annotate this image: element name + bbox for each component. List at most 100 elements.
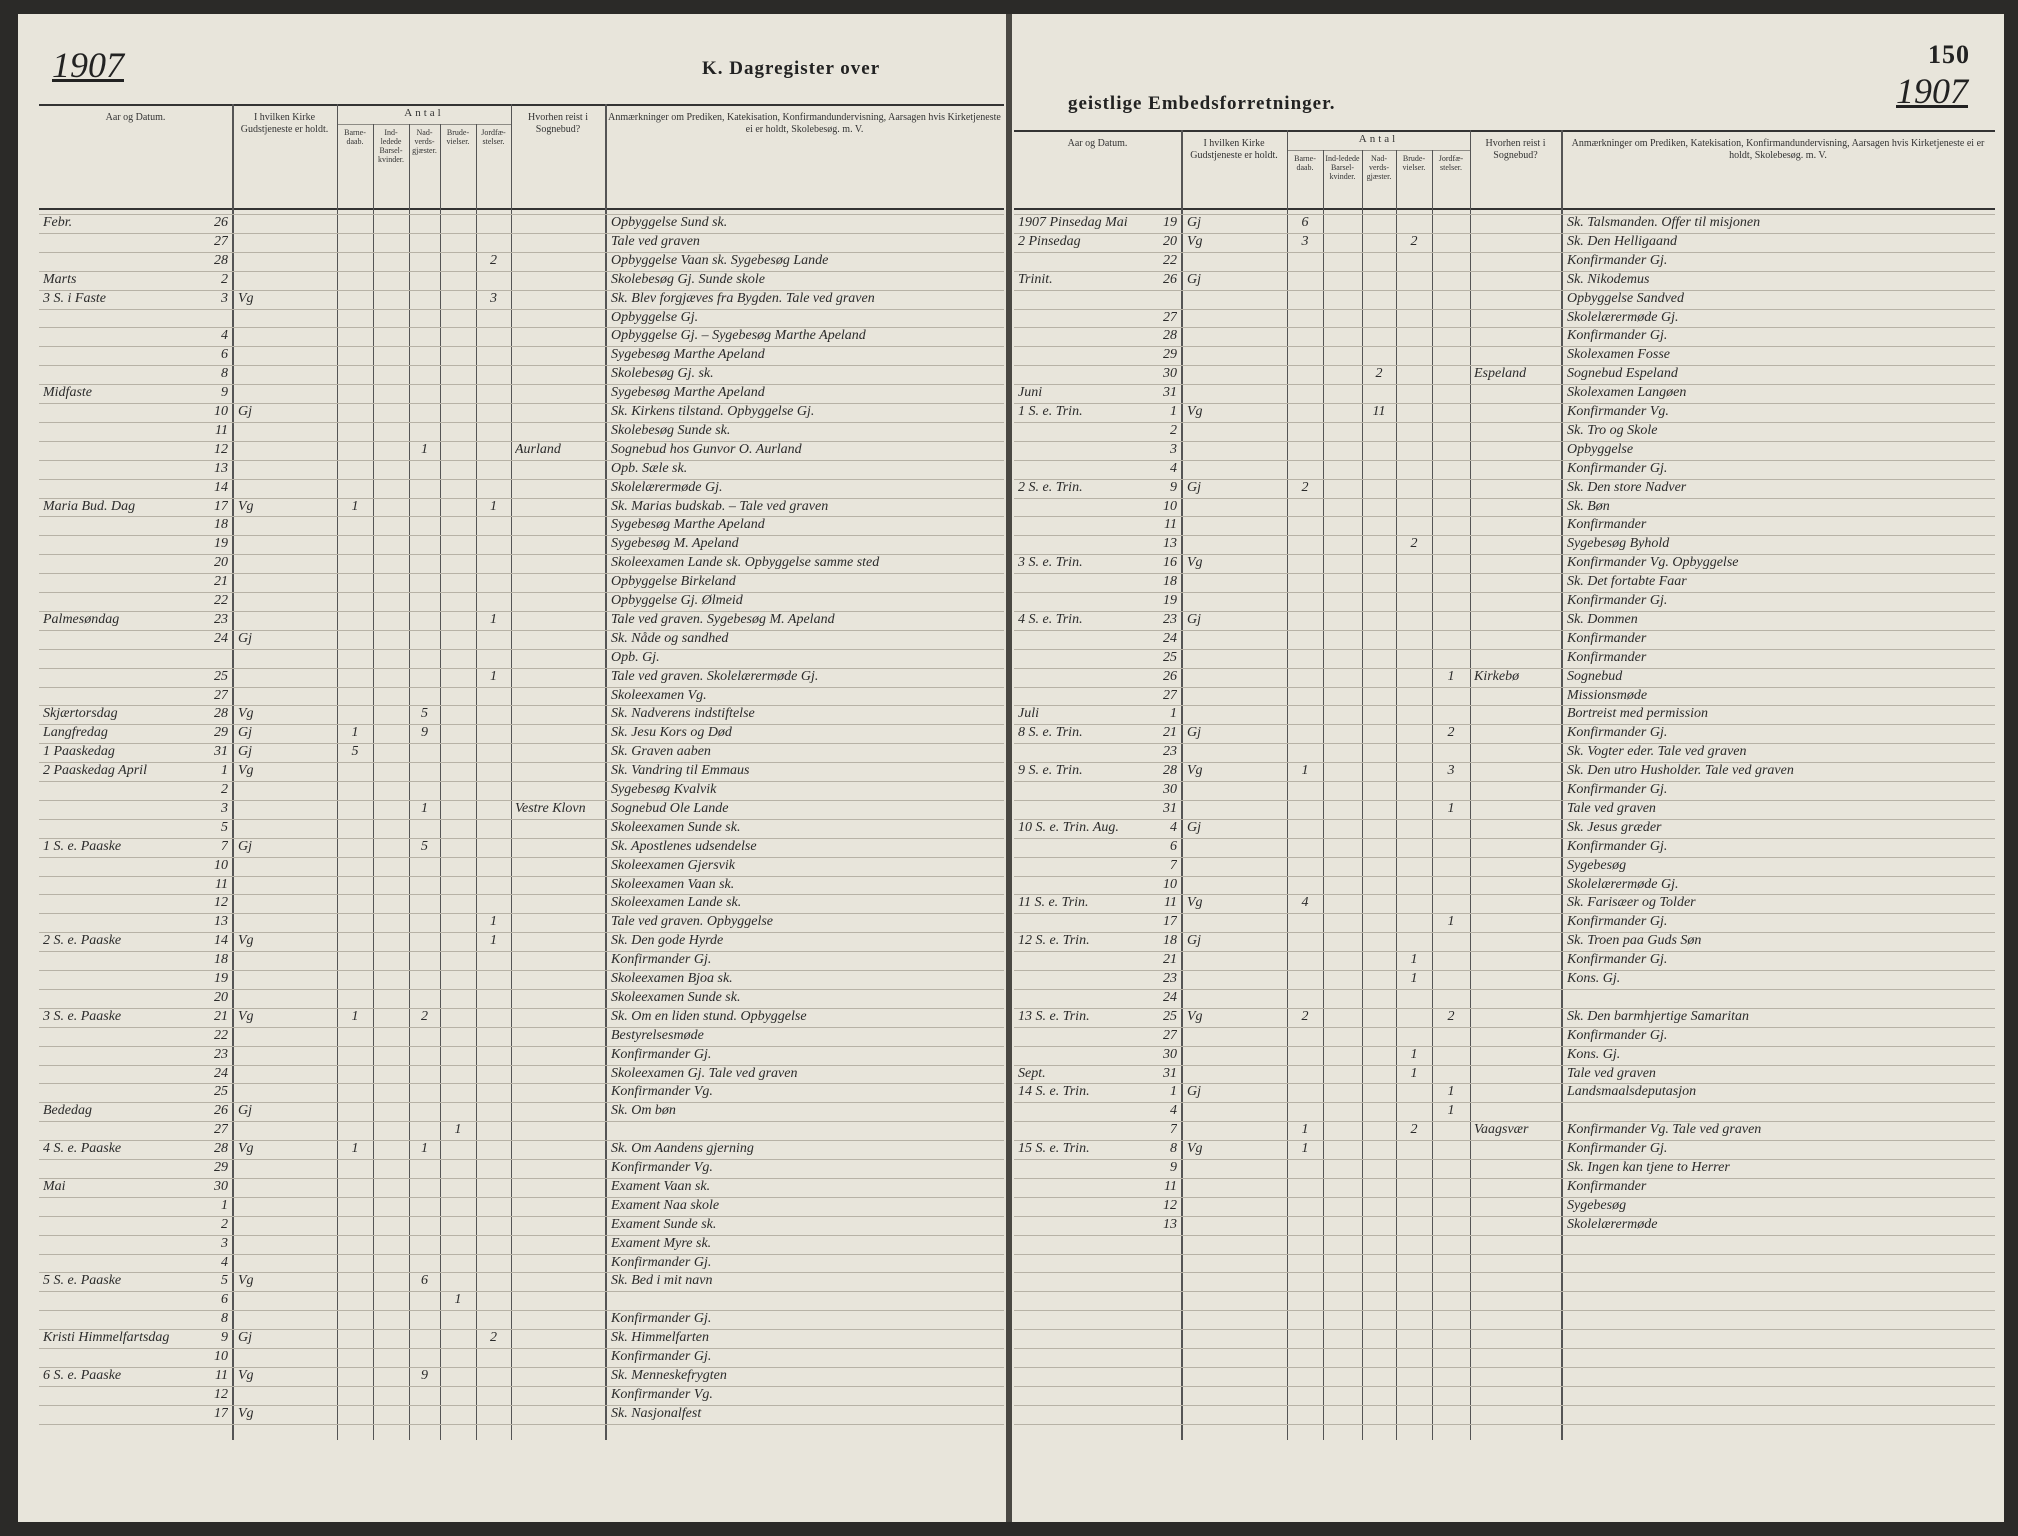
column-line <box>605 104 607 1440</box>
ruled-line <box>39 970 1004 971</box>
entry-note: Sk. Troen paa Guds Søn <box>1567 933 1702 949</box>
entry-church: Gj <box>1187 215 1201 230</box>
ruled-line <box>39 1045 1004 1047</box>
entry-day: 1 <box>1170 1084 1177 1100</box>
entry-note: Skolebesøg Sunde sk. <box>611 422 731 438</box>
entry-day: 24 <box>214 630 228 646</box>
ruled-line <box>1014 610 1995 612</box>
entry-note: Sk. Om bøn <box>611 1103 676 1119</box>
ruled-line <box>1014 1045 1995 1047</box>
ruled-line <box>1014 365 1995 367</box>
entry-church: Gj <box>1187 479 1201 495</box>
ruled-line <box>39 762 1004 764</box>
entry-note: Sk. Menneskefrygten <box>611 1367 727 1383</box>
entry-note: Sk. Blev forgjæves fra Bygden. Tale ved … <box>611 290 875 306</box>
entry-church: Gj <box>1187 933 1201 949</box>
ruled-line <box>39 1329 1004 1331</box>
entry-note: Skolexamen Fosse <box>1567 347 1671 363</box>
entry-burials: 1 <box>1447 800 1455 816</box>
entry-day: 19 <box>214 971 228 986</box>
entry-day: 13 <box>1163 1216 1177 1232</box>
entry-label: 15 S. e. Trin. <box>1018 1141 1090 1157</box>
entry-day: 2 <box>1170 422 1177 438</box>
ruled-line <box>39 856 1004 858</box>
entry-day: 19 <box>1163 593 1177 608</box>
entry-day: 30 <box>1163 782 1177 797</box>
ruled-line <box>1014 1310 1995 1312</box>
ruled-line <box>39 232 1004 234</box>
ruled-line <box>1014 573 1995 575</box>
entry-note: Opb. Sæle sk. <box>611 460 688 476</box>
entry-day: 17 <box>214 498 228 514</box>
entry-note: Sygebesøg Kvalvik <box>611 782 717 797</box>
rule <box>1287 150 1470 151</box>
entry-note: Landsmaalsdeputasjon <box>1567 1084 1697 1100</box>
entry-burials: 1 <box>490 914 497 930</box>
entry-day: 12 <box>1163 1197 1177 1213</box>
entry-day: 28 <box>1163 328 1177 344</box>
entry-day: 24 <box>1163 630 1177 646</box>
ruled-line <box>1014 743 1995 745</box>
entry-label: 13 S. e. Trin. <box>1018 1008 1090 1024</box>
entry-day: 25 <box>1163 1008 1177 1024</box>
entry-day: 9 <box>221 385 228 401</box>
entry-day: 11 <box>1164 517 1177 533</box>
entry-note: Skoleexamen Lande sk. <box>611 895 742 911</box>
ruled-line <box>1014 988 1995 990</box>
ruled-line <box>1014 1177 1995 1179</box>
ruled-line <box>1014 837 1995 839</box>
entry-label: 8 S. e. Trin. <box>1018 725 1083 741</box>
entry-burials: 1 <box>490 611 497 627</box>
entry-note: Exament Naa skole <box>611 1197 720 1213</box>
column-header: Aar og Datum. <box>105 112 166 123</box>
rule <box>337 124 511 125</box>
ruled-line <box>39 1234 1004 1236</box>
column-header: I hvilken Kirke Gudstjeneste er holdt. <box>240 112 329 135</box>
entry-label: Langfredag <box>43 725 108 741</box>
entry-church: Vg <box>238 1367 254 1383</box>
entry-label: Febr. <box>43 215 73 230</box>
ruled-line <box>39 837 1004 839</box>
ruled-line <box>1014 762 1995 764</box>
entry-note: Konfirmander Gj. <box>1567 252 1668 268</box>
entry-day: 16 <box>1163 555 1177 571</box>
entry-church: Vg <box>238 290 254 306</box>
ruled-line <box>39 251 1004 253</box>
entry-label: 5 S. e. Paaske <box>43 1273 122 1289</box>
entry-note: Sk. Himmelfarten <box>611 1330 709 1346</box>
ruled-line <box>1014 970 1995 971</box>
entry-day: 1 <box>1170 404 1177 419</box>
entry-church: Gj <box>1187 725 1201 741</box>
entry-burials: 3 <box>1447 763 1455 779</box>
entry-day: 6 <box>221 347 228 363</box>
ruled-line <box>1014 1064 1995 1066</box>
year-left: 1907 <box>52 45 124 85</box>
ruled-line <box>39 516 1004 518</box>
entry-label: Midfaste <box>43 385 92 401</box>
entry-label: Palmesøndag <box>43 611 120 627</box>
entry-note: Skolexamen Langøen <box>1567 385 1687 401</box>
ruled-line <box>1014 1234 1995 1236</box>
entry-day: 13 <box>214 914 228 930</box>
entry-day: 27 <box>214 687 228 703</box>
left-page <box>18 14 1008 1522</box>
entry-note: Opbyggelse Gj. <box>611 309 699 325</box>
entry-day: 26 <box>214 215 228 230</box>
entry-sick-call: Vaagsvær <box>1474 1122 1529 1138</box>
entry-day: 6 <box>1170 838 1177 854</box>
ruled-line <box>1014 629 1995 631</box>
entry-day: 10 <box>214 404 228 419</box>
entry-weddings: 1 <box>1410 971 1418 986</box>
entry-note: Konfirmander Gj. <box>611 1046 712 1062</box>
entry-day: 12 <box>214 441 228 457</box>
ruled-line <box>39 384 1004 386</box>
entry-note: Skolelærermøde Gj. <box>611 479 723 495</box>
entry-note: Sygebesøg Marthe Apeland <box>611 385 765 401</box>
ruled-line <box>1014 403 1995 404</box>
ruled-line <box>1014 818 1995 820</box>
entry-day: 6 <box>221 1292 228 1308</box>
ruled-line <box>1014 421 1995 423</box>
entry-day: 10 <box>1163 876 1177 892</box>
ruled-line <box>39 686 1004 688</box>
entry-burials: 2 <box>1447 725 1455 741</box>
